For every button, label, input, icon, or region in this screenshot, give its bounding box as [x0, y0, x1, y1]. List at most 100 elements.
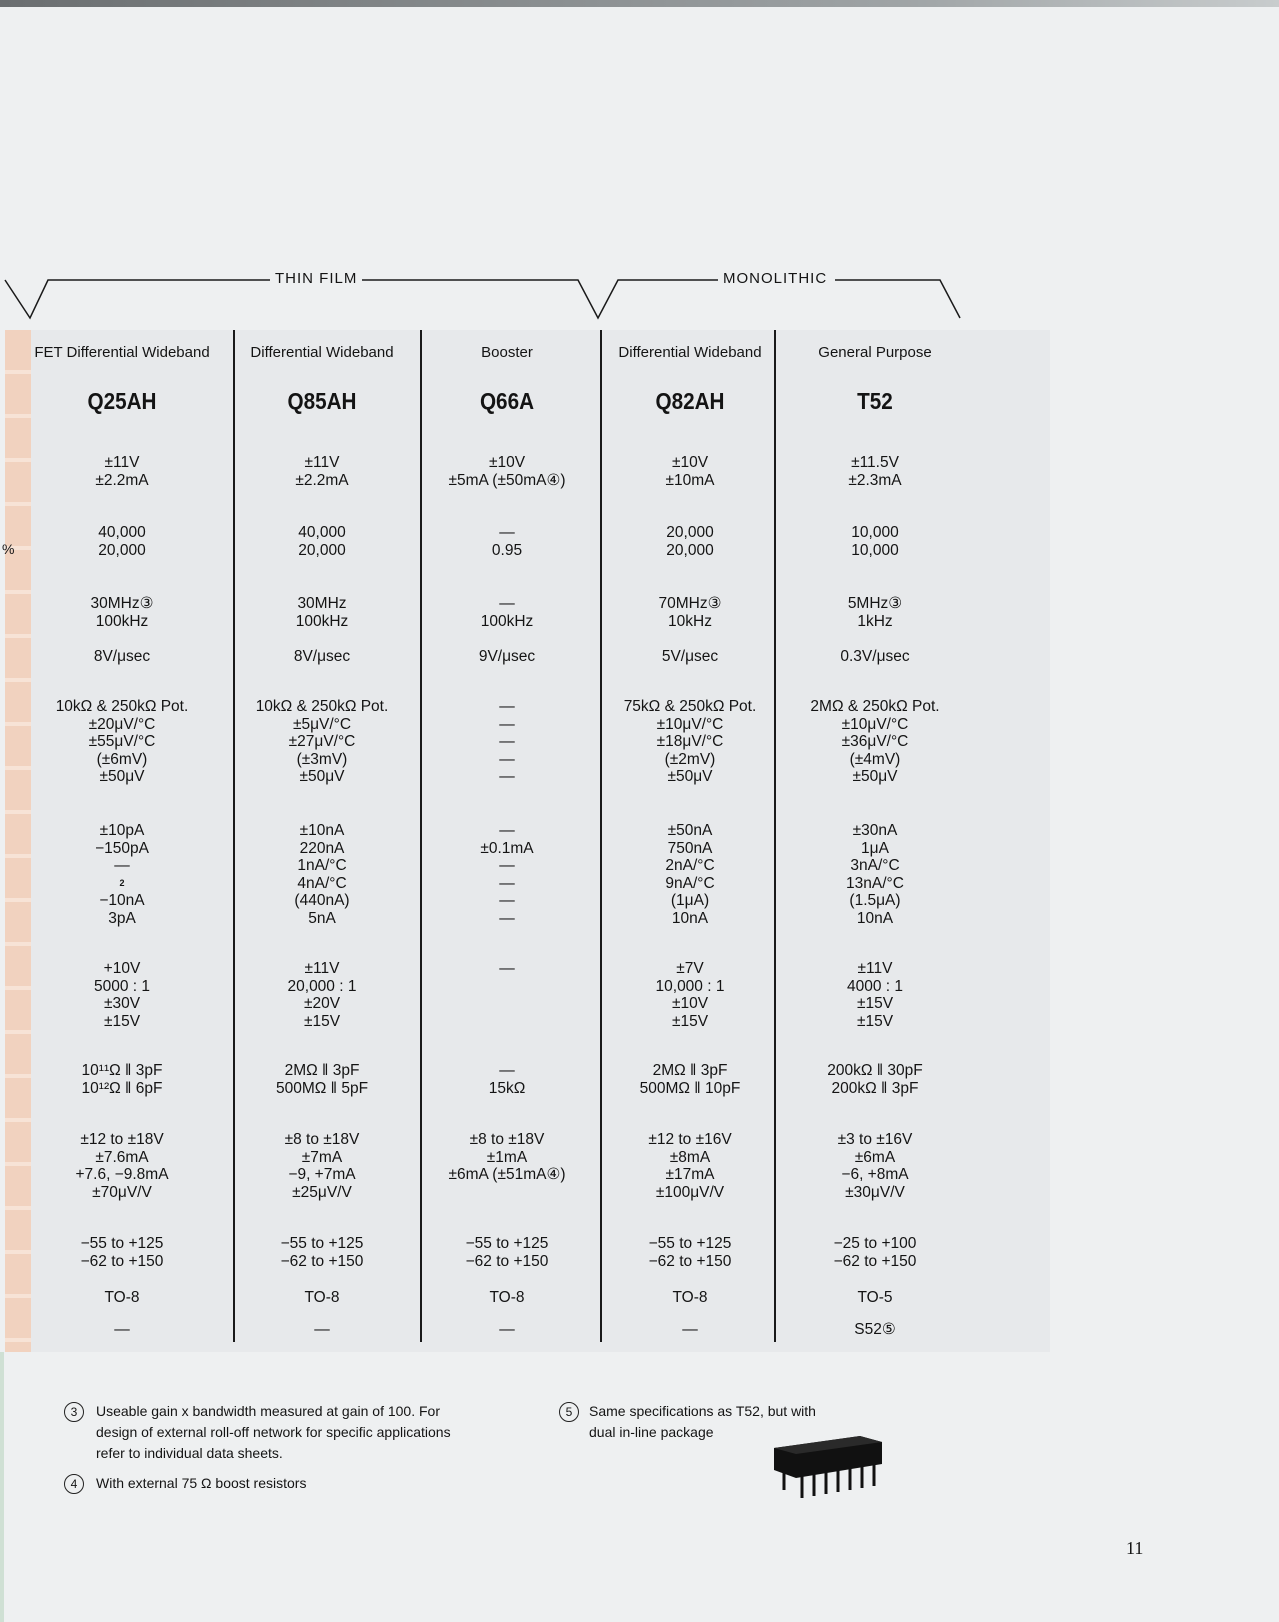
- column-divider: [600, 330, 602, 1342]
- spec-value: −25 to +100: [833, 1235, 917, 1252]
- spec-cell: ±11V 4000 : 1 ±15V ±15V: [780, 960, 970, 1030]
- spec-value: 200kΩ ‖ 3pF: [831, 1079, 919, 1097]
- spec-value: 4000 : 1: [846, 977, 904, 995]
- spec-value: 10kΩ & 250kΩ Pot.: [255, 698, 389, 715]
- monolithic-bracket: [835, 279, 961, 319]
- spec-value: —: [499, 960, 515, 977]
- spec-value: ±10V: [671, 995, 709, 1012]
- spec-value: ±0.1mA: [480, 839, 534, 857]
- spec-value: −62 to +150: [465, 1252, 549, 1270]
- spec-value: 2: [119, 877, 125, 888]
- spec-cell: 20,000 20,000: [595, 524, 785, 559]
- spec-value: 10kΩ & 250kΩ Pot.: [55, 698, 189, 715]
- page-number: 11: [1126, 1538, 1144, 1558]
- spec-value: ±5μV/°C: [292, 715, 352, 733]
- spec-value: −6, +8mA: [841, 1166, 909, 1183]
- spec-value: ±1mA: [486, 1148, 528, 1166]
- spec-cell: — ±0.1mA — — — —: [412, 822, 602, 927]
- spec-value: 8V/μsec: [293, 648, 351, 665]
- spec-value: TO-8: [489, 1289, 525, 1306]
- spec-value: ±10μV/°C: [841, 715, 909, 733]
- spec-value: ±10μV/°C: [656, 715, 724, 733]
- spec-value: −62 to +150: [648, 1252, 732, 1270]
- spec-value: TO-8: [304, 1289, 340, 1306]
- spec-value: +7.6, −9.8mA: [75, 1166, 169, 1183]
- spec-value: ±11V: [304, 960, 340, 977]
- spec-value: 3pA: [108, 909, 136, 927]
- spec-cell: S52⑤: [780, 1321, 970, 1339]
- spec-value: ±10mA: [665, 471, 715, 489]
- spec-cell: TO-8: [27, 1289, 217, 1307]
- spec-cell: 70MHz③ 10kHz: [595, 595, 785, 630]
- footnote-line: dual in-line package: [589, 1424, 714, 1440]
- spec-cell: 9V/μsec: [412, 648, 602, 666]
- spec-value: —: [114, 1321, 130, 1338]
- spec-cell: ±10pA −150pA — 2 −10nA 3pA: [27, 822, 217, 927]
- spec-value: ±10V: [671, 454, 709, 471]
- spec-value: 2MΩ ‖ 3pF: [284, 1062, 360, 1079]
- spec-cell: ±8 to ±18V ±1mA ±6mA (±51mA④): [412, 1131, 602, 1184]
- spec-value: S52⑤: [854, 1321, 896, 1338]
- scan-left-edge: [0, 1352, 4, 1622]
- spec-value: −9, +7mA: [288, 1166, 356, 1183]
- spec-value: 9nA/°C: [665, 874, 715, 892]
- footnote-line: With external 75 Ω boost resistors: [96, 1475, 307, 1491]
- spec-cell: +10V 5000 : 1 ±30V ±15V: [27, 960, 217, 1030]
- spec-cell: ±11V ±2.2mA: [227, 454, 417, 489]
- spec-cell: ±11.5V ±2.3mA: [780, 454, 970, 489]
- column-divider: [774, 330, 776, 1342]
- product-category: Differential Wideband: [618, 344, 762, 361]
- thin-film-bracket: [4, 279, 270, 320]
- spec-value: ±50μV: [667, 768, 713, 785]
- spec-value: (±6mV): [96, 750, 148, 768]
- spec-value: ±5mA (±50mA④): [448, 471, 566, 489]
- spec-value: 10,000: [851, 524, 899, 541]
- spec-value: ±70μV/V: [92, 1183, 152, 1201]
- product-model: Q66A: [479, 388, 535, 414]
- spec-cell: 75kΩ & 250kΩ Pot. ±10μV/°C ±18μV/°C (±2mV) ±…: [595, 698, 785, 786]
- spec-value: −55 to +125: [280, 1235, 364, 1252]
- spec-value: ±12 to ±18V: [80, 1131, 164, 1148]
- spec-value: −62 to +150: [280, 1252, 364, 1270]
- spec-value: ±2.2mA: [295, 471, 349, 489]
- spec-value: 13nA/°C: [846, 874, 904, 892]
- spec-value: 2MΩ ‖ 3pF: [652, 1062, 728, 1079]
- spec-value: ±55μV/°C: [88, 733, 156, 750]
- spec-cell: −25 to +100 −62 to +150: [780, 1235, 970, 1270]
- footnote-line: refer to individual data sheets.: [96, 1445, 283, 1461]
- spec-value: 750nA: [667, 839, 713, 857]
- spec-value: 20,000: [98, 541, 146, 559]
- spec-value: ±7V: [676, 960, 704, 977]
- spec-value: —: [314, 1321, 330, 1338]
- spec-value: 10kHz: [668, 612, 712, 630]
- spec-value: ±2.3mA: [848, 471, 902, 489]
- product-category: FET Differential Wideband: [34, 344, 210, 361]
- spec-value: 10nA: [671, 909, 709, 927]
- product-model: Q25AH: [87, 388, 157, 414]
- spec-value: (±2mV): [664, 750, 716, 768]
- spec-value: —: [499, 698, 515, 715]
- spec-cell: ±50nA 750nA 2nA/°C 9nA/°C (1μA) 10nA: [595, 822, 785, 927]
- product-category: Differential Wideband: [250, 344, 394, 361]
- spec-value: ±30nA: [852, 822, 898, 839]
- spec-value: 5000 : 1: [93, 977, 151, 995]
- footnote-number: 5: [559, 1402, 579, 1422]
- spec-cell: −55 to +125 −62 to +150: [412, 1235, 602, 1270]
- spec-cell: —: [27, 1321, 217, 1339]
- product-model: Q85AH: [287, 388, 357, 414]
- spec-cell: −55 to +125 −62 to +150: [227, 1235, 417, 1270]
- spec-cell: ±10V ±10mA: [595, 454, 785, 489]
- spec-cell: 10kΩ & 250kΩ Pot. ±5μV/°C ±27μV/°C (±3mV) ±5…: [227, 698, 417, 786]
- spec-value: ±6mA: [854, 1148, 896, 1166]
- spec-cell: −55 to +125 −62 to +150: [595, 1235, 785, 1270]
- spec-value: ±18μV/°C: [656, 733, 724, 750]
- spec-value: —: [499, 874, 515, 892]
- spec-value: ±10nA: [299, 822, 345, 839]
- spec-value: −150pA: [95, 839, 149, 857]
- spec-value: ±15V: [856, 1012, 894, 1030]
- spec-cell: ±10nA 220nA 1nA/°C 4nA/°C (440nA) 5nA: [227, 822, 417, 927]
- spec-value: ±8 to ±18V: [469, 1131, 545, 1148]
- spec-value: ±10V: [488, 454, 526, 471]
- spec-value: 5V/μsec: [661, 648, 719, 665]
- spec-value: 10,000: [851, 541, 899, 559]
